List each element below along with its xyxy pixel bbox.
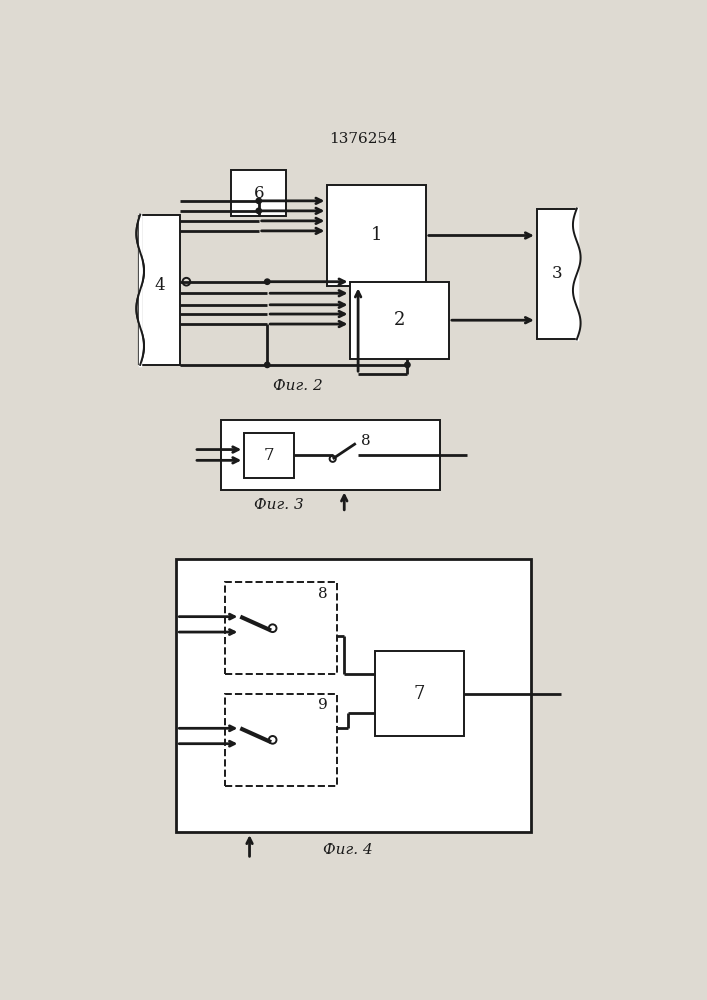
Bar xyxy=(244,433,294,478)
Bar xyxy=(225,694,337,786)
Bar xyxy=(375,651,464,736)
Text: 2: 2 xyxy=(394,311,405,329)
Bar xyxy=(140,215,180,365)
Text: 1: 1 xyxy=(371,227,382,244)
Text: 4: 4 xyxy=(155,277,165,294)
Text: Фиг. 2: Фиг. 2 xyxy=(273,379,323,393)
Bar xyxy=(225,582,337,674)
Bar xyxy=(327,185,426,286)
Text: 7: 7 xyxy=(264,447,274,464)
Text: 9: 9 xyxy=(318,698,327,712)
Bar xyxy=(221,420,440,490)
Circle shape xyxy=(256,198,262,204)
Bar xyxy=(537,209,577,339)
Circle shape xyxy=(404,362,410,368)
Bar xyxy=(351,282,449,359)
Text: 1376254: 1376254 xyxy=(329,132,397,146)
Text: 3: 3 xyxy=(551,265,562,282)
Text: 7: 7 xyxy=(414,685,425,703)
Circle shape xyxy=(256,208,262,214)
Circle shape xyxy=(264,279,270,284)
Circle shape xyxy=(264,362,270,368)
Text: 8: 8 xyxy=(361,434,370,448)
Text: Фиг. 4: Фиг. 4 xyxy=(323,843,373,857)
Text: Фиг. 3: Фиг. 3 xyxy=(254,498,304,512)
Text: 8: 8 xyxy=(318,587,327,601)
Text: 6: 6 xyxy=(254,185,264,202)
Bar xyxy=(231,170,286,216)
Bar xyxy=(176,559,530,832)
